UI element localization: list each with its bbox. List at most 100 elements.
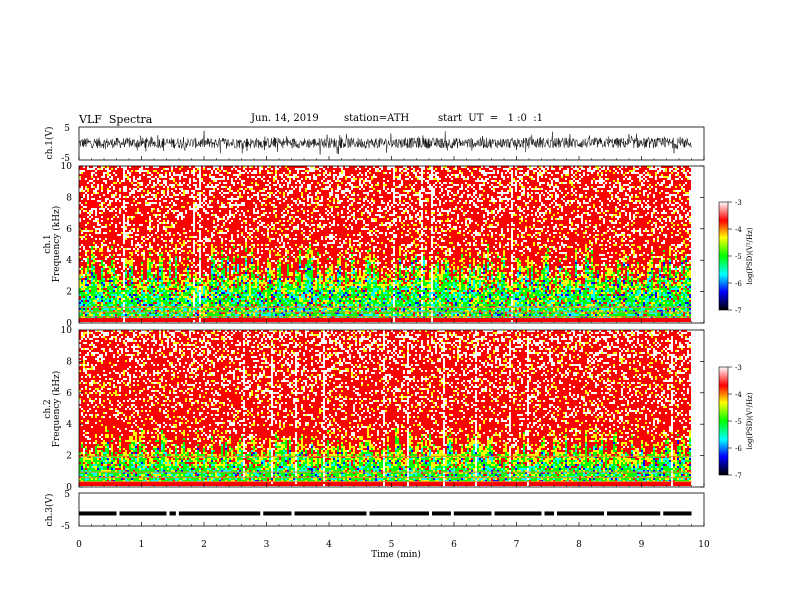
spectrogram-cell [265,168,267,170]
spectrogram-cell [207,298,209,302]
spectrogram-cell [109,252,111,254]
spectrogram-cell [159,186,161,198]
spectrogram-cell [281,230,283,232]
spectrogram-cell [213,258,215,260]
spectrogram-cell [119,288,121,290]
spectrogram-cell [219,166,221,170]
spectrogram-cell [183,216,185,218]
spectrogram-cell [207,308,209,310]
spectrogram-cell [167,186,169,188]
spectrogram-cell [125,286,127,288]
spectrogram-cell [279,278,281,280]
spectrogram-cell [289,278,291,282]
spectrogram-cell [101,166,103,170]
spectrogram-cell [113,194,115,198]
spectrogram-cell [167,170,169,186]
spectrogram-cell [181,288,183,290]
spectrogram-cell [211,190,213,192]
spectrogram-cell [113,276,115,278]
spectrogram-cell [305,302,307,304]
spectrogram-cell [181,176,183,184]
spectrogram-cell [219,212,221,218]
spectrogram-cell [217,226,219,232]
spectrogram-cell [81,204,83,206]
spectrogram-cell [93,314,95,318]
spectrogram-cell [291,294,293,296]
spectrogram-cell [83,170,85,172]
spectrogram-cell [103,202,105,204]
spectrogram-cell [133,218,135,224]
spectrogram-cell [139,300,141,302]
spectrogram-cell [129,192,131,196]
spectrogram-cell [221,176,223,178]
spectrogram-cell [241,308,243,310]
spectrogram-cell [251,252,253,254]
spectrogram-cell [119,292,121,294]
spectrogram-cell [165,286,167,290]
spectrogram-cell [253,248,255,256]
spectrogram-cell [219,170,221,172]
spectrogram-cell [301,210,303,220]
spectrogram-cell [119,290,121,292]
spectrogram-cell [159,314,161,316]
spectrogram-cell [177,212,179,214]
spectrogram-cell [299,248,301,250]
spectrogram-cell [181,264,183,274]
spectrogram-cell [283,184,285,186]
spectrogram-cell [223,308,225,310]
spectrogram-cell [99,292,101,294]
spectrogram-cell [175,308,177,310]
spectrogram-cell [247,302,249,304]
spectrogram-cell [93,276,95,278]
spectrogram-cell [235,202,237,206]
spectrogram-cell [91,198,93,200]
spectrogram-cell [317,224,319,226]
spectrogram-cell [315,192,317,196]
spectrogram-cell [223,176,225,180]
spectrogram-cell [159,198,161,200]
spectrogram-cell [213,198,215,214]
spectrogram-cell [173,166,175,172]
spectrogram-cell [167,224,169,226]
spectrogram-cell [259,218,261,220]
spectrogram-cell [207,268,209,274]
spectrogram-cell [115,184,117,192]
spectrogram-cell [181,220,183,244]
spectrogram-cell [127,318,129,322]
spectrogram-cell [251,186,253,188]
spectrogram-cell [139,304,141,306]
spectrogram-cell [201,240,203,242]
spectrogram-cell [317,300,319,302]
spectrogram-cell [97,234,99,246]
spectrogram-cell [125,302,127,304]
spectrogram-cell [103,180,105,182]
spectrogram-cell [129,230,131,234]
spectrogram-cell [199,290,201,292]
spectrogram-cell [305,254,307,258]
spectrogram-cell [83,198,85,206]
spectrogram-cell [167,208,169,210]
spectrogram-cell [197,304,199,306]
spectrogram-cell [275,166,277,170]
spectrogram-cell [199,192,201,208]
spectrogram-cell [97,262,99,280]
spectrogram-cell [171,290,173,292]
spectrogram-cell [217,224,219,226]
spectrogram-cell [271,204,273,206]
spectrogram-cell [141,240,143,242]
spectrogram-cell [179,284,181,290]
spectrogram-cell [283,236,285,242]
spectrogram-cell [149,270,151,272]
spectrogram-cell [119,202,121,208]
spectrogram-cell [249,304,251,306]
spectrogram-cell [281,248,283,258]
spectrogram-cell [163,218,165,220]
spectrogram-cell [147,270,149,272]
spectrogram-cell [287,264,289,276]
spectrogram-cell [219,288,221,290]
spectrogram-cell [307,176,309,178]
spectrogram-cell [273,286,275,288]
spectrogram-cell [161,166,163,170]
spectrogram-cell [133,318,135,322]
spectrogram-cell [87,250,89,252]
